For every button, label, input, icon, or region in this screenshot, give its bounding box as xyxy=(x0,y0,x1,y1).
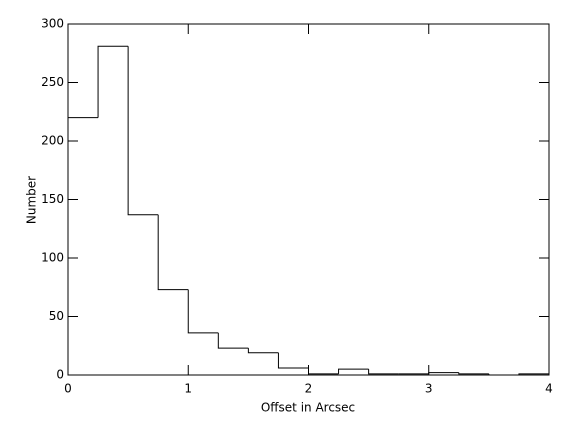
plot-frame xyxy=(67,23,550,376)
histogram-bin xyxy=(518,373,549,375)
y-tick-label: 300 xyxy=(41,17,64,31)
y-tick-label: 50 xyxy=(49,309,64,323)
y-tick-label: 100 xyxy=(41,251,64,265)
x-tick-label: 2 xyxy=(305,382,313,396)
histogram-bin xyxy=(247,348,279,354)
histogram-bin xyxy=(428,372,459,374)
y-tick-label: 150 xyxy=(41,192,64,206)
y-tick-label: 200 xyxy=(41,134,64,148)
histogram-bin xyxy=(308,367,339,375)
histogram-bin xyxy=(157,214,189,291)
histogram-bin xyxy=(67,117,99,375)
y-tick-label: 0 xyxy=(56,368,64,382)
x-axis-label: Offset in Arcsec xyxy=(261,401,355,415)
x-tick-label: 4 xyxy=(545,382,553,396)
y-tick-label: 250 xyxy=(41,75,64,89)
histogram-bin xyxy=(458,372,489,375)
y-axis-label: Number xyxy=(25,176,39,224)
histogram-bin xyxy=(277,352,309,369)
x-tick-label: 0 xyxy=(64,382,72,396)
histogram-bin xyxy=(368,369,399,375)
histogram-bin xyxy=(187,289,219,334)
histogram-bin xyxy=(217,332,249,349)
histogram-bin xyxy=(488,373,519,376)
x-tick-label: 1 xyxy=(184,382,192,396)
histogram-bin xyxy=(127,46,159,216)
x-tick-label: 3 xyxy=(425,382,433,396)
histogram-bin xyxy=(97,45,129,118)
histogram-bin xyxy=(338,368,369,374)
